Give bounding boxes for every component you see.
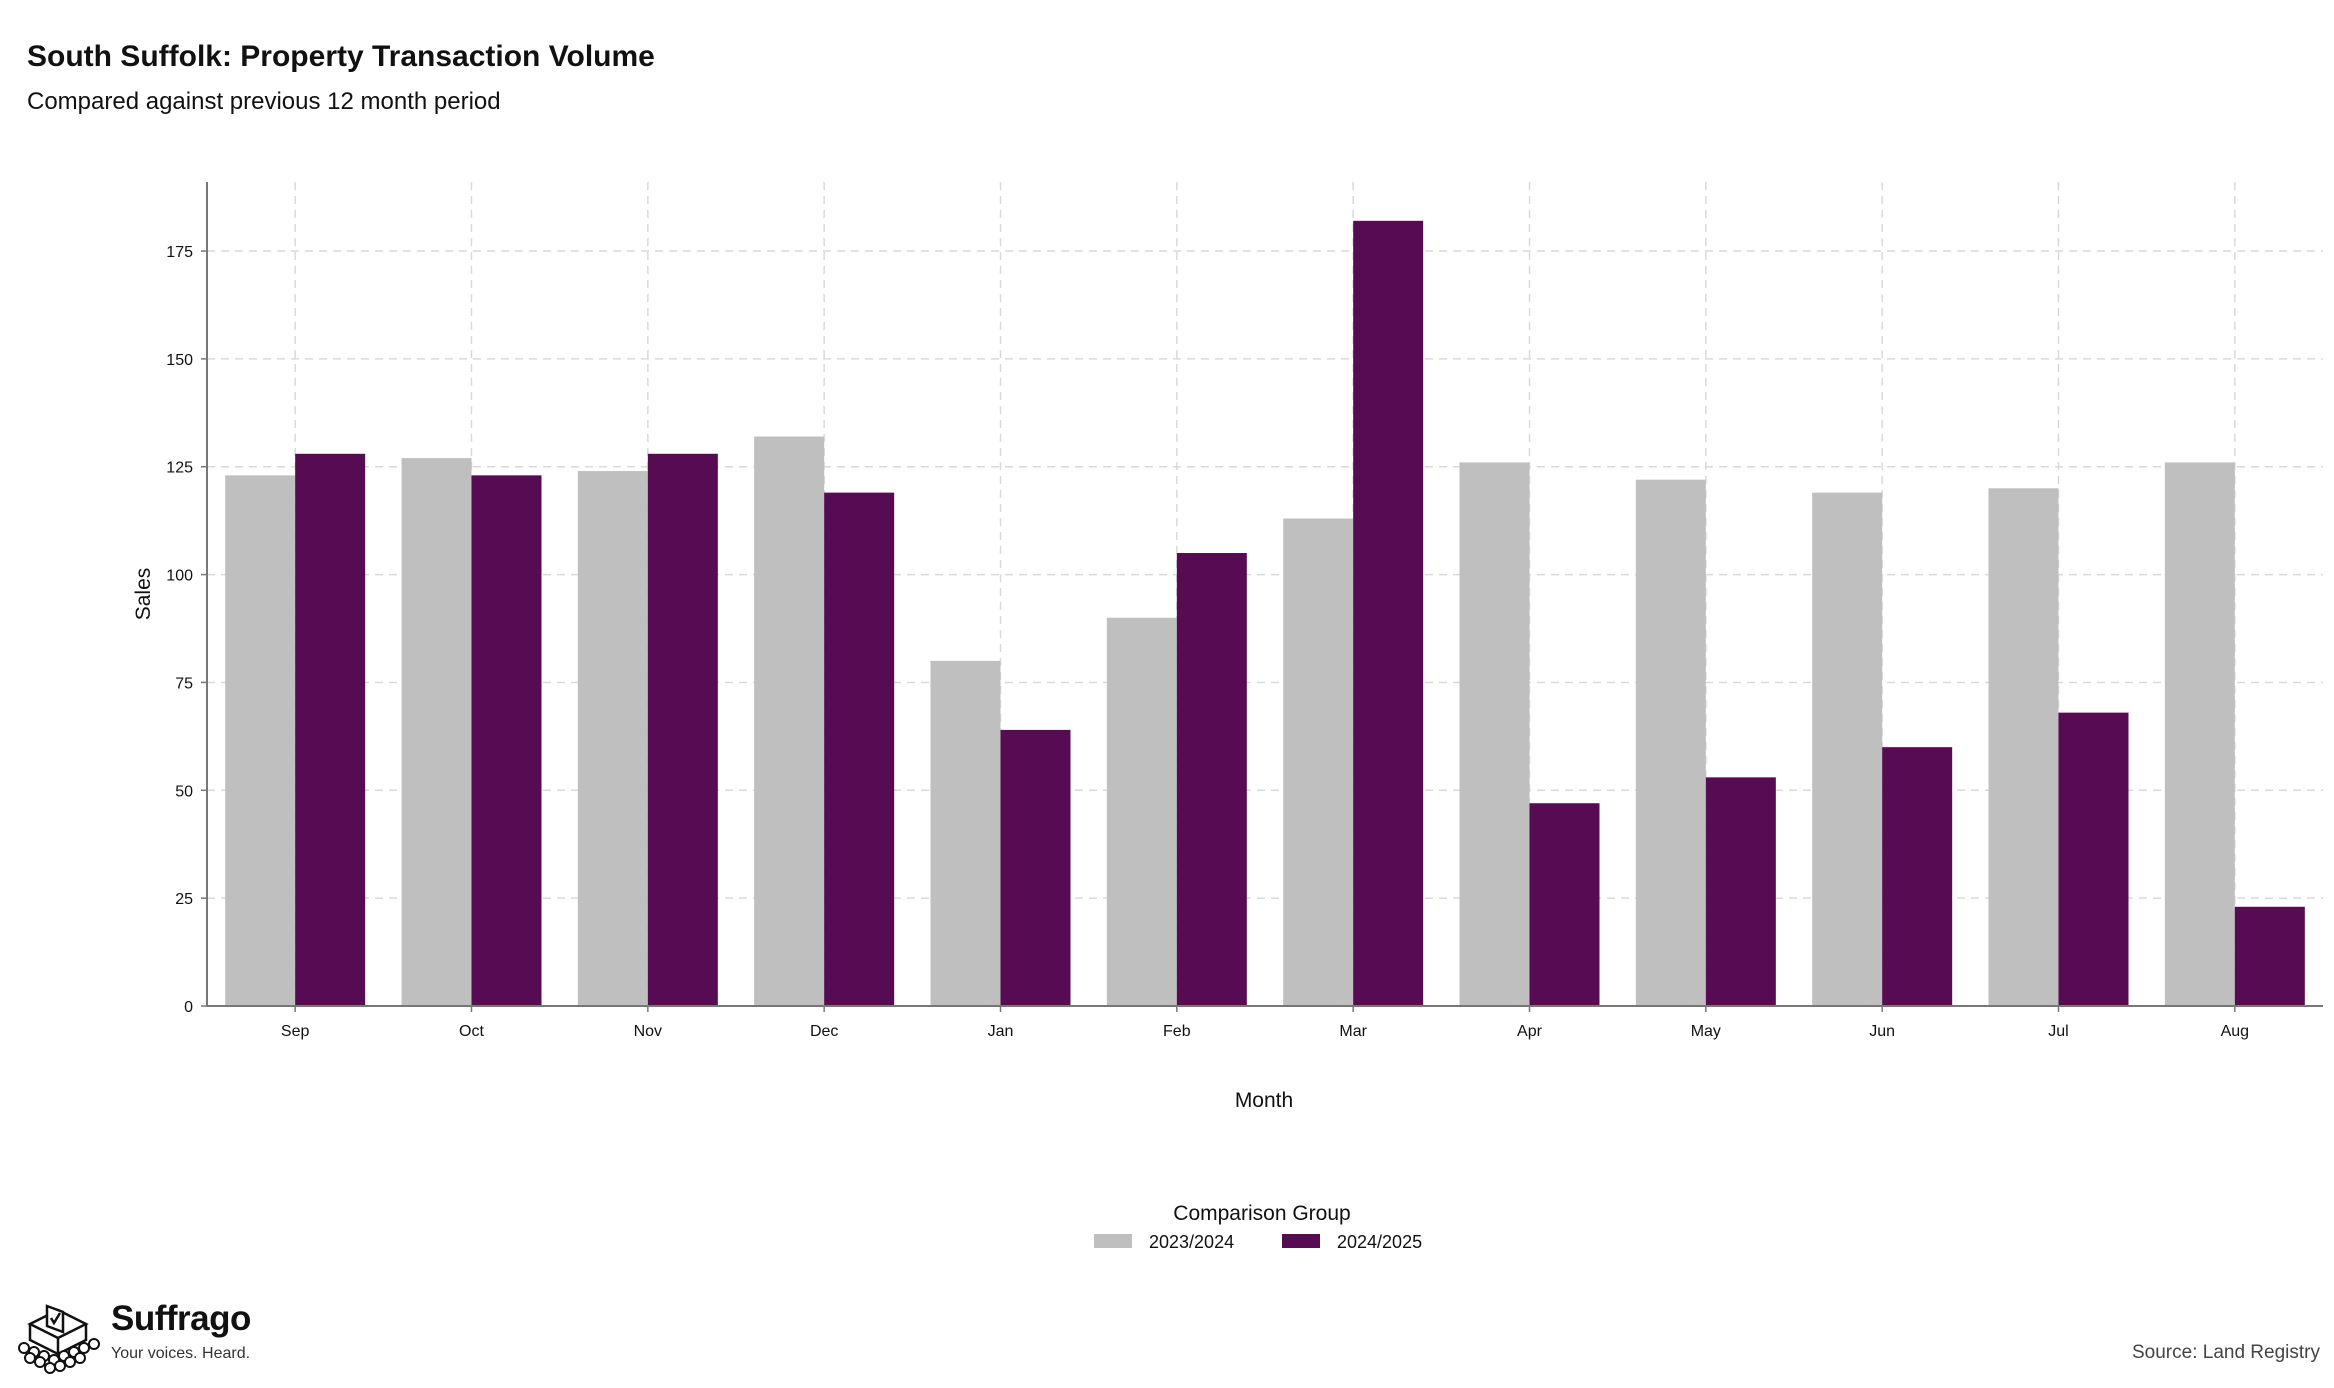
- bar-2023-2024-sep: [225, 475, 296, 1006]
- legend-swatch-2023-2024: [1094, 1234, 1132, 1248]
- y-tick-label: 125: [166, 460, 193, 477]
- bar-2024-2025-apr: [1529, 803, 1600, 1006]
- x-axis-title: Month: [1235, 1089, 1293, 1112]
- bar-2023-2024-oct: [401, 458, 472, 1006]
- y-tick-label: 150: [166, 352, 193, 369]
- tick-labels: 0 25 50 75 100 125 150 175 Sep Oct Nov Dec Jan Feb Mar…: [166, 244, 2249, 1040]
- bar-2024-2025-jan: [1000, 729, 1071, 1006]
- y-tick-label: 75: [175, 675, 193, 692]
- legend-label-2024-2025: 2024/2025: [1337, 1232, 1422, 1252]
- y-tick-label: 100: [166, 568, 193, 585]
- y-tick-label: 25: [175, 891, 193, 908]
- x-tick-label: Aug: [2221, 1023, 2249, 1040]
- bar-2024-2025-jul: [2058, 712, 2129, 1006]
- legend-label-2023-2024: 2023/2024: [1149, 1232, 1234, 1252]
- bar-2023-2024-may: [1635, 479, 1706, 1006]
- axes: [201, 182, 2323, 1012]
- chart-subtitle: Compared against previous 12 month perio…: [27, 88, 501, 115]
- bar-2023-2024-jun: [1812, 492, 1883, 1006]
- legend-swatch-2024-2025: [1282, 1234, 1320, 1248]
- y-tick-label: 0: [184, 999, 193, 1016]
- bar-2023-2024-dec: [754, 436, 825, 1006]
- x-tick-label: Mar: [1339, 1023, 1367, 1040]
- x-tick-label: Oct: [459, 1023, 484, 1040]
- brand-name: Suffrago: [111, 1299, 251, 1338]
- x-tick-label: Nov: [634, 1023, 662, 1040]
- bar-2023-2024-jan: [930, 660, 1001, 1006]
- legend: Comparison Group 2023/2024 2024/2025: [1094, 1202, 1422, 1252]
- bar-2024-2025-nov: [647, 453, 718, 1006]
- y-axis-title: Sales: [132, 568, 155, 621]
- suffrago-logo: [14, 1296, 264, 1376]
- brand-tagline: Your voices. Heard.: [111, 1345, 251, 1362]
- bar-chart: 0 25 50 75 100 125 150 175 Sep Oct Nov Dec Jan Feb Mar…: [132, 182, 2323, 1252]
- bar-2023-2024-feb: [1106, 617, 1177, 1006]
- bar-2024-2025-sep: [295, 453, 366, 1006]
- bar-2024-2025-oct: [471, 475, 542, 1006]
- chart-title: South Suffolk: Property Transaction Volu…: [27, 40, 655, 73]
- bar-2024-2025-jun: [1882, 747, 1953, 1006]
- bar-2023-2024-jul: [1988, 488, 2059, 1006]
- bar-2023-2024-aug: [2164, 462, 2235, 1007]
- legend-title: Comparison Group: [1173, 1202, 1350, 1225]
- source-note: Source: Land Registry: [2132, 1342, 2320, 1363]
- bar-2024-2025-dec: [824, 492, 895, 1006]
- bar-2023-2024-apr: [1459, 462, 1530, 1007]
- x-tick-label: Jun: [1869, 1023, 1895, 1040]
- x-tick-label: May: [1691, 1023, 1721, 1040]
- bar-2024-2025-feb: [1176, 553, 1247, 1006]
- x-tick-label: Feb: [1163, 1023, 1191, 1040]
- x-tick-label: Jul: [2048, 1023, 2068, 1040]
- bar-2024-2025-mar: [1353, 220, 1424, 1007]
- y-tick-label: 175: [166, 244, 193, 261]
- y-tick-label: 50: [175, 783, 193, 800]
- x-tick-label: Sep: [281, 1023, 310, 1040]
- bars: [225, 220, 2305, 1007]
- x-tick-label: Apr: [1517, 1023, 1543, 1040]
- bar-2023-2024-mar: [1283, 518, 1354, 1006]
- bar-2023-2024-nov: [577, 471, 648, 1006]
- x-tick-label: Jan: [988, 1023, 1014, 1040]
- bar-2024-2025-aug: [2234, 906, 2305, 1006]
- ballot-box-icon: [18, 1304, 100, 1374]
- x-tick-label: Dec: [810, 1023, 838, 1040]
- bar-2024-2025-may: [1705, 777, 1776, 1006]
